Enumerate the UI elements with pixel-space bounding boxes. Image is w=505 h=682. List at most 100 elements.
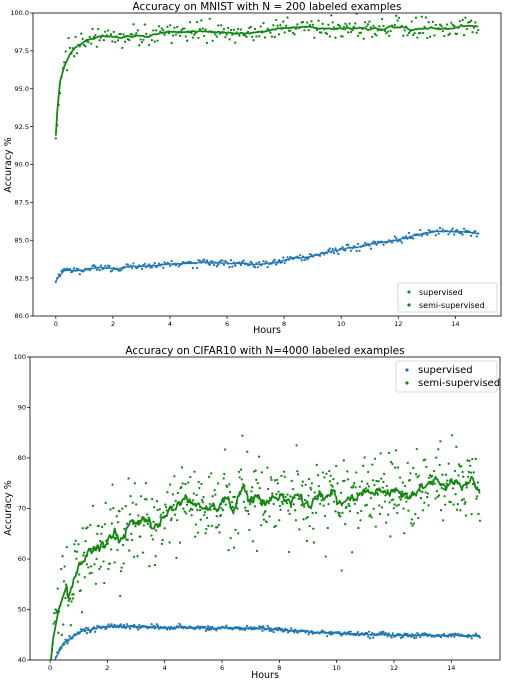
cifar10-semi-supervised-point <box>447 462 450 465</box>
cifar10-supervised-point <box>401 635 405 639</box>
cifar10-semi-supervised-point <box>395 504 398 507</box>
cifar10-semi-supervised-point <box>115 515 118 518</box>
cifar10-semi-supervised-point <box>89 523 92 527</box>
mnist-semi-supervised-point <box>433 34 436 37</box>
cifar10-semi-supervised-point <box>423 458 427 461</box>
mnist-semi-supervised-point <box>455 32 459 35</box>
mnist-semi-supervised-point <box>330 14 333 17</box>
cifar10-semi-supervised-point <box>148 565 151 568</box>
mnist-supervised-point <box>147 263 151 266</box>
cifar10-semi-supervised-point <box>153 506 156 509</box>
cifar10-semi-supervised-point <box>248 528 251 532</box>
cifar10-x-tick-label: 2 <box>105 664 109 672</box>
cifar10-supervised-point <box>260 625 263 628</box>
cifar10-legend-label-semi-supervised: semi-supervised <box>418 378 500 389</box>
mnist-semi-supervised-point <box>112 30 115 34</box>
cifar10-semi-supervised-point <box>342 459 345 462</box>
cifar10-semi-supervised-point <box>156 508 159 512</box>
mnist-supervised-point <box>364 241 367 245</box>
cifar10-semi-supervised-point <box>198 486 201 490</box>
cifar10-semi-supervised-point <box>362 464 365 467</box>
mnist-semi-supervised-point <box>362 37 365 40</box>
cifar10-semi-supervised-point <box>258 486 261 490</box>
cifar10-semi-supervised-point <box>203 513 206 517</box>
cifar10-semi-supervised-point <box>456 502 459 506</box>
mnist-semi-supervised-point <box>328 35 332 38</box>
mnist-supervised-point <box>239 263 243 267</box>
mnist-semi-supervised-point <box>275 18 278 22</box>
cifar10-semi-supervised-point <box>246 509 250 513</box>
mnist-legend-label-semi-supervised: semi-supervised <box>419 301 485 310</box>
mnist-semi-supervised-point <box>383 29 387 33</box>
cifar10-semi-supervised-point <box>414 513 417 516</box>
cifar10-semi-supervised-point <box>233 495 236 499</box>
mnist-semi-supervised-point <box>205 41 209 45</box>
mnist-semi-supervised-point <box>219 24 223 27</box>
cifar10-semi-supervised-point <box>119 594 122 598</box>
cifar10-semi-supervised-point <box>228 491 232 494</box>
cifar10-semi-supervised-point <box>279 508 282 511</box>
cifar10-semi-supervised-point <box>128 513 132 516</box>
cifar10-semi-supervised-point <box>275 493 278 496</box>
cifar10-semi-supervised-point <box>374 525 377 528</box>
cifar10-semi-supervised-point <box>396 466 400 469</box>
cifar10-semi-supervised-point <box>345 505 348 508</box>
mnist-semi-supervised-point <box>283 31 286 34</box>
cifar10-semi-supervised-point <box>462 475 465 478</box>
mnist-semi-supervised-point <box>249 25 252 29</box>
cifar10-semi-supervised-point <box>394 466 397 469</box>
mnist-semi-supervised-point <box>386 30 389 33</box>
cifar10-semi-supervised-point <box>193 470 196 473</box>
mnist-semi-supervised-point <box>204 28 207 31</box>
cifar10-semi-supervised-point <box>321 471 325 474</box>
cifar10-semi-supervised-point <box>155 529 158 532</box>
mnist-semi-supervised-point <box>427 21 430 24</box>
cifar10-semi-supervised-point <box>71 597 75 600</box>
cifar10-y-axis-label: Accuracy % <box>3 480 14 535</box>
cifar10-supervised-point <box>110 623 113 626</box>
mnist-supervised-point <box>224 259 227 263</box>
mnist-supervised-point <box>426 233 429 236</box>
mnist-semi-supervised-point <box>382 24 385 28</box>
cifar10-supervised-point <box>347 630 350 634</box>
mnist-semi-supervised-point <box>286 16 289 19</box>
mnist-supervised-point <box>266 265 269 269</box>
cifar10-semi-supervised-point <box>387 451 391 455</box>
cifar10-supervised-point <box>261 629 264 632</box>
cifar10-semi-supervised-point <box>242 500 245 503</box>
cifar10-supervised-point <box>290 627 293 630</box>
cifar10-semi-supervised-point <box>357 526 360 530</box>
mnist-semi-supervised-point <box>98 39 101 42</box>
cifar10-supervised-point <box>68 634 71 638</box>
cifar10-plot-area <box>50 434 482 660</box>
mnist-semi-supervised-point <box>176 25 179 29</box>
mnist-supervised-point <box>327 248 330 252</box>
cifar10-semi-supervised-point <box>454 493 457 496</box>
mnist-x-tick-label: 8 <box>282 320 286 328</box>
mnist-semi-supervised-point <box>166 25 169 28</box>
mnist-semi-supervised-point <box>245 35 248 38</box>
cifar10-supervised-point <box>258 625 261 628</box>
cifar10-supervised-point <box>137 628 140 631</box>
cifar10-semi-supervised-point <box>416 516 420 520</box>
cifar10-semi-supervised-point <box>229 536 232 540</box>
cifar10-semi-supervised-point <box>134 525 137 528</box>
cifar10-semi-supervised-point <box>339 491 343 495</box>
cifar10-semi-supervised-point <box>183 510 186 513</box>
mnist-supervised-point <box>355 249 358 252</box>
mnist-supervised-point <box>231 265 234 268</box>
mnist-semi-supervised-point <box>169 24 172 27</box>
cifar10-semi-supervised-point <box>98 567 101 571</box>
cifar10-semi-supervised-point <box>226 485 229 488</box>
mnist-semi-supervised-point <box>208 17 211 20</box>
cifar10-supervised-point <box>330 630 333 633</box>
cifar10-semi-supervised-point <box>442 488 445 491</box>
cifar10-supervised-point <box>125 623 129 626</box>
mnist-semi-supervised-point <box>475 31 478 34</box>
cifar10-semi-supervised-point <box>135 503 138 506</box>
cifar10-semi-supervised-point <box>317 485 320 488</box>
cifar10-semi-supervised-point <box>323 476 326 479</box>
cifar10-supervised-point <box>262 625 265 628</box>
cifar10-semi-supervised-point <box>277 490 280 493</box>
